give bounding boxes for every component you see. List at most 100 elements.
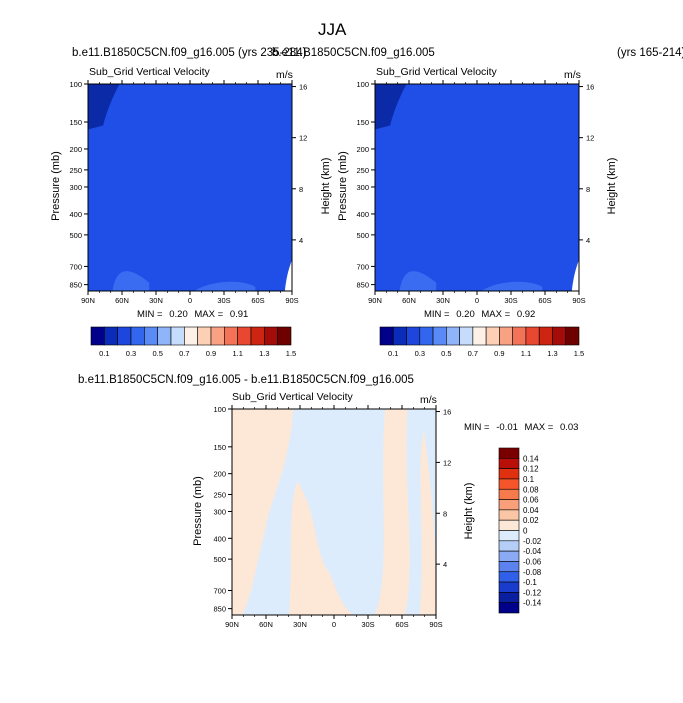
panel2-min-value: 0.20: [456, 309, 475, 320]
panel1-colorbar-label: 0.1: [99, 349, 109, 358]
panel3-max-value: 0.03: [559, 422, 579, 433]
panel1-colorbar-box: [184, 326, 198, 346]
panel2-colorbar-box: [499, 326, 513, 346]
panel2-y-tick-label: 700: [356, 262, 369, 271]
panel1-x-tick-label: 30S: [217, 296, 230, 305]
panel3-colorbar-box: [498, 550, 520, 562]
panel3-positive-region-3: [374, 409, 410, 615]
panel1-y-tick-label: 100: [69, 80, 82, 89]
panel3-stats: MIN = -0.01 MAX = 0.03: [464, 422, 578, 433]
panel1-colorbar-label: 1.5: [286, 349, 296, 358]
panel2-lowlevel-region-b: [481, 281, 543, 291]
panel2-colorbar-box: [379, 326, 394, 346]
panel2-field: [375, 84, 579, 291]
panel3-min-label: MIN =: [464, 422, 490, 433]
panel1-y-tick-label: 200: [69, 145, 82, 154]
panel2-x-tick-label: 30S: [504, 296, 517, 305]
panel2-height-tick-label: 16: [586, 83, 594, 92]
panel2-header-years: (yrs 165-214): [617, 47, 683, 59]
panel2-colorbar-label: 0.3: [415, 349, 425, 358]
panel2-y-tick-label: 400: [356, 210, 369, 219]
panel3-colorbar-label: -0.14: [523, 599, 542, 608]
panel3-colorbar-box: [498, 488, 520, 500]
panel3-colorbar-label: 0: [523, 527, 528, 536]
panel1-x-tick-label: 60S: [251, 296, 264, 305]
panel1-edge-region: [284, 259, 292, 291]
panel3-colorbar-label: 0.14: [523, 454, 539, 463]
panel2-colorbar-label: 0.9: [494, 349, 504, 358]
panel2-title: Sub_Grid Vertical Velocity: [376, 66, 497, 78]
panel1-y-tick-label: 850: [69, 281, 82, 290]
panel2-colorbar-box: [392, 326, 407, 346]
panel2-colorbar-box: [432, 326, 447, 346]
panel2-colorbar-box: [525, 326, 540, 346]
panel2-edge-region: [571, 259, 579, 291]
panel3-colorbar-box: [498, 561, 520, 573]
panel1-colorbar-label: 0.7: [179, 349, 189, 358]
panel2-colorbar-box: [512, 326, 527, 346]
panel3-height-tick-label: 4: [443, 560, 447, 569]
panel1-header-case: b.e11.B1850C5CN.f09_g16.005 (yrs 235-284…: [72, 47, 307, 59]
panel2-units: m/s: [564, 69, 581, 81]
panel1-colorbar-label: 0.3: [126, 349, 136, 358]
panel1-colorbar-label: 1.1: [232, 349, 242, 358]
panel1-y-tick-label: 250: [69, 166, 82, 175]
panel3-height-tick-label: 16: [443, 408, 451, 417]
panel3-colorbar-label: 0.06: [523, 496, 539, 505]
panel1-lowlevel-region-a: [112, 271, 150, 291]
panel3-colorbar-box: [498, 509, 520, 521]
panel3-height-tick-label: 8: [443, 509, 447, 518]
panel1-max-label: MAX =: [194, 309, 224, 320]
panel2-y-tick-label: 100: [356, 80, 369, 89]
panel3-min-value: -0.01: [496, 422, 518, 433]
panel3-title: Sub_Grid Vertical Velocity: [232, 391, 353, 403]
panel1-colorbar-box: [104, 326, 118, 346]
panel3-positive-region-4: [419, 429, 436, 615]
panel3-colorbar-box: [498, 499, 520, 511]
panel2-height-tick-label: 12: [586, 134, 594, 143]
panel2-min-label: MIN =: [424, 309, 450, 320]
panel2-colorbar-label: 1.5: [574, 349, 584, 358]
panel2-dark-region: [375, 84, 407, 130]
panel2-colorbar-label: 1.3: [547, 349, 557, 358]
page-title: JJA: [318, 20, 347, 39]
panel1-colorbar-box: [170, 326, 185, 346]
panel2-colorbar-label: 0.1: [388, 349, 398, 358]
panel1-colorbar-box: [90, 326, 105, 346]
panel3-x-tick-label: 60N: [259, 620, 273, 629]
panel3-colorbar-label: -0.04: [523, 547, 542, 556]
panel1-lowlevel-region-b: [194, 281, 256, 291]
panel1-y-tick-label: 500: [69, 231, 82, 240]
panel1-y-tick-label: 150: [69, 118, 82, 127]
panel1-x-tick-label: 0: [188, 296, 192, 305]
panel2-y-tick-label: 250: [356, 166, 369, 175]
panel3-colorbar-label: -0.12: [523, 588, 542, 597]
panel2-x-tick-label: 60S: [538, 296, 551, 305]
panel1-colorbar-box: [117, 326, 132, 346]
panel3-colorbar-box: [498, 447, 520, 459]
panel1-colorbar-box: [144, 326, 158, 346]
panel3-y-tick-label: 300: [213, 507, 226, 516]
panel2-height-tick-label: 4: [586, 236, 590, 245]
panel3-y-tick-label: 700: [213, 587, 226, 596]
panel3-colorbar-box: [498, 592, 520, 603]
panel1-title: Sub_Grid Vertical Velocity: [89, 66, 210, 78]
panel1-y-tick-label: 300: [69, 183, 82, 192]
panel3-colorbar-label: -0.02: [523, 537, 542, 546]
panel3-units: m/s: [420, 394, 437, 406]
panel2-y-tick-label: 150: [356, 118, 369, 127]
panel3-y-tick-label: 250: [213, 490, 226, 499]
panel3-colorbar-box: [498, 571, 520, 583]
panel1-field: [88, 84, 292, 291]
panel1-x-tick-label: 60N: [115, 296, 129, 305]
panel3-x-tick-label: 30S: [361, 620, 374, 629]
panel2-colorbar-box: [485, 326, 500, 346]
panel1-max-value: 0.91: [229, 309, 249, 320]
panel2-colorbar-box: [472, 326, 487, 346]
panel2-max-label: MAX =: [481, 309, 511, 320]
panel1-colorbar-box: [277, 326, 292, 346]
panel2-x-tick-label: 30N: [436, 296, 450, 305]
panel3-colorbar-label: 0.12: [523, 465, 539, 474]
panel2-x-tick-label: 0: [475, 296, 479, 305]
